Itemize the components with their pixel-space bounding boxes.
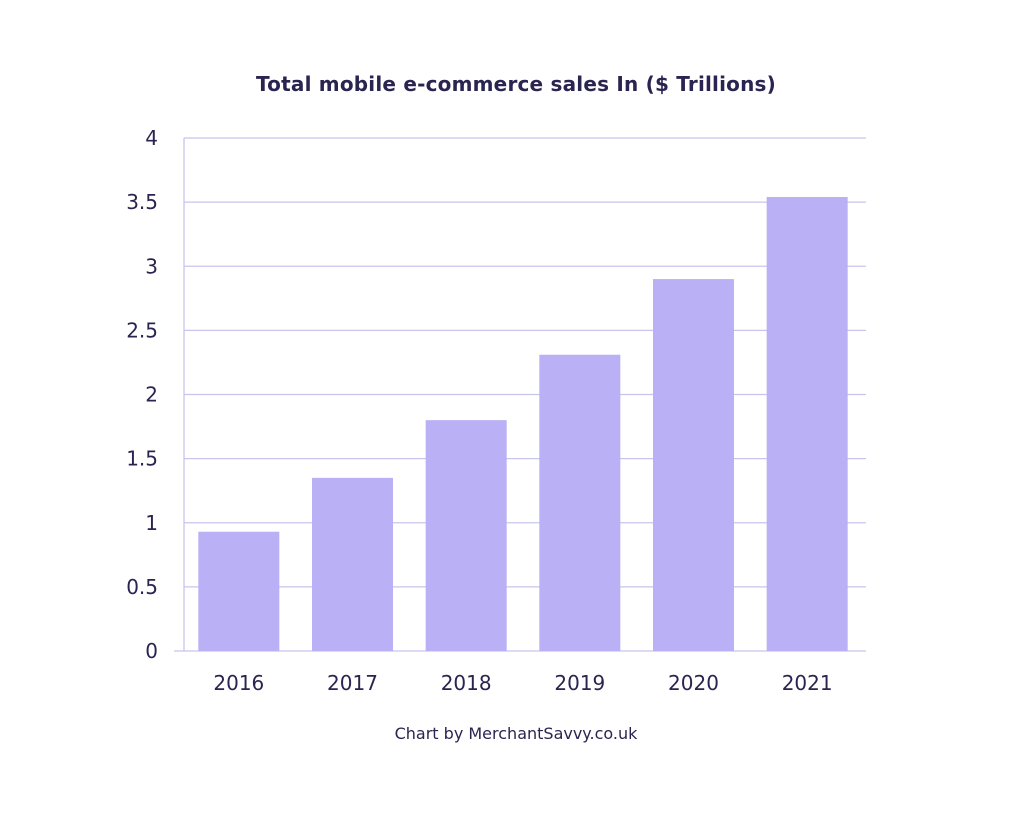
y-tick-label: 4: [145, 126, 158, 150]
x-tick-label: 2020: [668, 671, 719, 695]
y-tick-label: 2.5: [126, 318, 158, 342]
y-tick-label: 3: [145, 254, 158, 278]
y-tick-label: 1: [145, 511, 158, 535]
x-tick-label: 2021: [782, 671, 833, 695]
bar-2017: [312, 477, 393, 651]
chart-title: Total mobile e-commerce sales In ($ Tril…: [256, 72, 776, 96]
x-tick-label: 2017: [327, 671, 378, 695]
y-tick-label: 0.5: [126, 575, 158, 599]
x-tick-label: 2019: [554, 671, 605, 695]
y-tick-label: 3.5: [126, 190, 158, 214]
bar-2018: [425, 420, 507, 651]
chart-credit: Chart by MerchantSavvy.co.uk: [394, 724, 638, 743]
bar-2019: [539, 354, 621, 651]
x-tick-label: 2018: [441, 671, 492, 695]
y-tick-label: 0: [145, 639, 158, 663]
bar-2020: [653, 279, 734, 651]
y-tick-label: 1.5: [126, 447, 158, 471]
y-tick-label: 2: [145, 383, 158, 407]
bar-2016: [198, 531, 280, 651]
bar-2021: [766, 196, 848, 651]
x-tick-label: 2016: [213, 671, 264, 695]
